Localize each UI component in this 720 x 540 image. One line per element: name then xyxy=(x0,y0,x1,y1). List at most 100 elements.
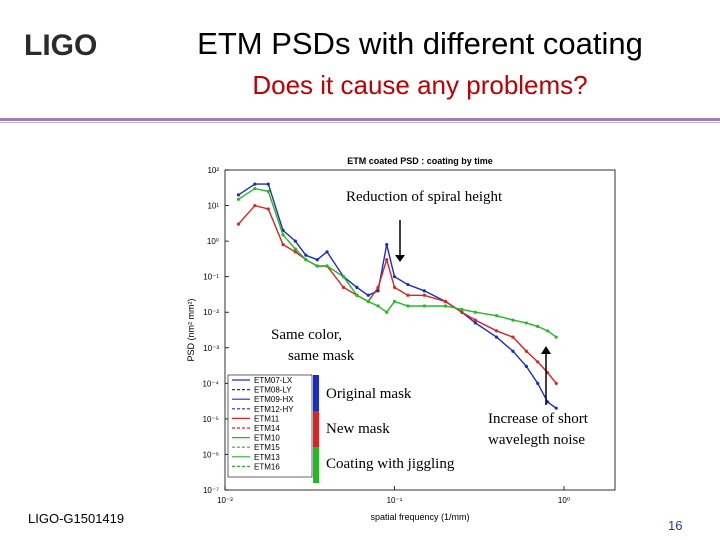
ligo-logo-text: LIGO xyxy=(24,29,97,62)
legend-entry: ETM08-LY xyxy=(254,386,292,395)
data-point xyxy=(536,360,540,364)
data-point xyxy=(392,299,397,304)
data-point xyxy=(494,335,499,339)
data-point xyxy=(341,275,346,279)
data-point xyxy=(554,381,558,385)
data-point xyxy=(281,242,285,247)
data-point xyxy=(511,335,515,339)
data-point xyxy=(511,318,515,322)
annotation-increase-line1: Increase of short xyxy=(488,411,588,428)
data-point xyxy=(494,314,499,318)
data-point xyxy=(524,321,528,325)
data-point xyxy=(473,310,477,314)
plot-ticks: 10²10¹10⁰10⁻¹10⁻²10⁻³10⁻⁴10⁻⁵10⁻⁶10⁻⁷10⁻… xyxy=(202,166,570,505)
title-divider-shadow xyxy=(0,122,720,123)
legend-entry: ETM07-LX xyxy=(254,376,293,385)
spiral-arrowhead xyxy=(395,255,405,262)
data-point xyxy=(443,299,448,304)
data-point xyxy=(554,406,558,410)
legend-entry: ETM13 xyxy=(254,453,280,462)
y-tick-label: 10⁻⁵ xyxy=(203,415,219,424)
data-point xyxy=(236,193,241,197)
slide-title: ETM PSDs with different coating xyxy=(197,26,643,61)
data-point xyxy=(473,318,477,322)
x-tick-label: 10⁻¹ xyxy=(387,496,403,505)
legend-entry: ETM14 xyxy=(254,424,280,433)
legend-entry: ETM12-HY xyxy=(254,405,294,414)
data-point xyxy=(366,299,370,304)
new-mask-color-bar xyxy=(313,411,319,447)
y-axis-label: PSD (nm² mm²) xyxy=(186,299,196,362)
y-tick-label: 10⁻⁴ xyxy=(202,379,219,388)
legend-entry: ETM09-HX xyxy=(254,395,294,404)
x-tick-label: 10⁰ xyxy=(558,496,570,505)
data-point xyxy=(524,349,528,353)
ligo-logo: LIGO xyxy=(24,29,97,62)
data-point xyxy=(536,324,540,328)
data-point xyxy=(460,307,464,312)
data-point xyxy=(511,349,515,353)
data-point xyxy=(266,207,270,211)
annotation-spiral: Reduction of spiral height xyxy=(346,189,503,206)
annotation-original-mask: Original mask xyxy=(326,386,412,403)
data-point xyxy=(325,264,329,268)
annotation-increase-line2: wavelegth noise xyxy=(488,432,586,449)
data-point xyxy=(253,182,257,186)
legend-entry: ETM11 xyxy=(254,414,280,423)
slide-subtitle: Does it cause any problems? xyxy=(252,70,588,100)
data-point xyxy=(266,182,270,186)
data-point xyxy=(293,247,297,251)
data-point xyxy=(406,304,410,308)
data-point xyxy=(236,222,241,226)
legend-entry: ETM15 xyxy=(254,443,280,452)
data-point xyxy=(315,258,319,262)
data-point xyxy=(341,285,346,289)
data-point xyxy=(545,329,550,333)
x-axis-label: spatial frequency (1/mm) xyxy=(370,512,469,522)
noise-arrowhead xyxy=(541,346,551,354)
document-id: LIGO-G1501419 xyxy=(28,511,125,526)
data-point xyxy=(422,304,426,308)
data-point xyxy=(253,203,257,208)
data-point xyxy=(422,289,426,293)
legend-entry: ETM16 xyxy=(254,462,280,471)
data-point xyxy=(266,189,270,194)
data-point xyxy=(385,258,389,262)
y-tick-label: 10⁰ xyxy=(207,237,219,246)
data-point xyxy=(355,285,359,289)
annotation-jiggling: Coating with jiggling xyxy=(326,456,455,473)
data-point xyxy=(406,282,410,287)
data-point xyxy=(376,285,380,289)
data-point xyxy=(315,264,319,268)
chart-legend: ETM07-LXETM08-LYETM09-HXETM12-HYETM11ETM… xyxy=(227,374,313,478)
legend-entry: ETM10 xyxy=(254,434,280,443)
legend-box xyxy=(227,374,313,478)
annotation-same-color-line1: Same color, xyxy=(271,327,343,344)
data-point xyxy=(304,253,308,257)
data-point xyxy=(460,310,464,314)
title-divider xyxy=(0,118,720,121)
data-point xyxy=(406,293,410,297)
y-tick-label: 10⁻⁶ xyxy=(203,450,219,459)
annotation-new-mask: New mask xyxy=(326,421,390,438)
data-point xyxy=(293,250,297,254)
data-point xyxy=(293,239,297,243)
data-point xyxy=(376,289,380,293)
y-tick-label: 10⁻² xyxy=(203,308,219,317)
data-point xyxy=(554,335,558,339)
original-mask-color-bar xyxy=(313,375,319,411)
y-tick-label: 10⁻⁷ xyxy=(203,486,219,495)
data-point xyxy=(385,242,389,247)
y-tick-label: 10⁻³ xyxy=(203,344,219,353)
data-point xyxy=(281,233,285,237)
data-point xyxy=(376,304,380,308)
data-point xyxy=(545,400,550,404)
plot-series xyxy=(236,182,558,410)
data-point xyxy=(392,275,397,279)
data-point xyxy=(473,321,477,325)
page-number: 16 xyxy=(668,518,683,533)
chart-title: ETM coated PSD : coating by time xyxy=(347,156,493,166)
data-point xyxy=(355,293,359,297)
data-point xyxy=(443,304,448,308)
data-point xyxy=(385,310,389,314)
